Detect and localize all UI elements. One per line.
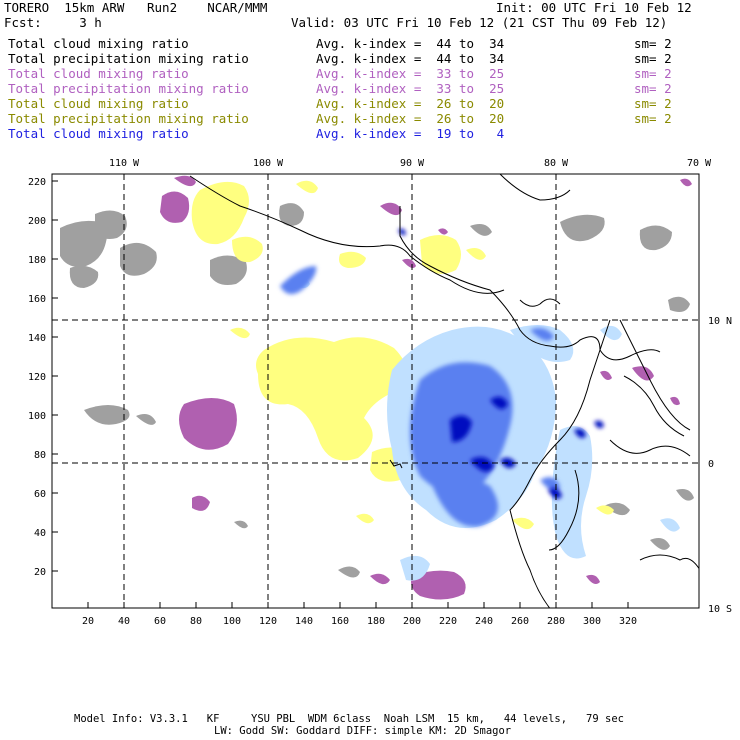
lon-label-110w: 110 W [109,158,140,169]
coastlines [189,174,699,608]
legend-kindex-3: Avg. k-index = 33 to 25 [316,66,505,81]
forecast-hour: Fcst: 3 h [4,15,102,30]
y-tick-160: 160 [28,294,46,305]
bottom-axis: 20 40 60 80 100 120 140 160 180 200 220 … [82,602,637,627]
legend-sm-1: sm= 2 [634,36,672,51]
lon-label-70w: 70 W [687,158,712,169]
x-tick-60: 60 [154,616,166,627]
lon-label-100w: 100 W [253,158,284,169]
legend-field-4: Total precipitation mixing ratio [8,81,249,96]
purple-cloud-areas [160,175,692,600]
legend-field-3: Total cloud mixing ratio [8,66,189,81]
legend-field-5: Total cloud mixing ratio [8,96,189,111]
gray-cloud-areas [60,203,694,578]
legend-sm-6: sm= 2 [634,111,672,126]
init-time: Init: 00 UTC Fri 10 Feb 12 [496,0,692,15]
x-tick-160: 160 [331,616,349,627]
latlon-grid [52,174,699,608]
legend-kindex-2: Avg. k-index = 44 to 34 [316,51,505,66]
model-info-line1: Model Info: V3.3.1 KF YSU PBL WDM 6class… [74,713,624,725]
legend-field-1: Total cloud mixing ratio [8,36,189,51]
lon-label-80w: 80 W [544,158,569,169]
x-tick-140: 140 [295,616,313,627]
y-tick-20: 20 [34,567,46,578]
legend-kindex-4: Avg. k-index = 33 to 25 [316,81,505,96]
legend-kindex-5: Avg. k-index = 26 to 20 [316,96,505,111]
y-tick-60: 60 [34,489,46,500]
y-tick-180: 180 [28,255,46,266]
map-fields [60,174,699,608]
legend-kindex-7: Avg. k-index = 19 to 4 [316,126,505,141]
x-tick-200: 200 [403,616,421,627]
x-tick-100: 100 [223,616,241,627]
legend-sm-3: sm= 2 [634,66,672,81]
y-tick-200: 200 [28,216,46,227]
legend-field-2: Total precipitation mixing ratio [8,51,249,66]
valid-time: Valid: 03 UTC Fri 10 Feb 12 (21 CST Thu … [291,15,668,30]
y-tick-120: 120 [28,372,46,383]
x-tick-40: 40 [118,616,130,627]
legend-sm-5: sm= 2 [634,96,672,111]
legend-sm-2: sm= 2 [634,51,672,66]
y-tick-140: 140 [28,333,46,344]
x-tick-280: 280 [547,616,565,627]
legend-field-6: Total precipitation mixing ratio [8,111,249,126]
lat-label-0: 0 [708,459,714,470]
yellow-cloud-areas [191,180,614,547]
lat-label-10s: 10 S [708,604,732,615]
x-tick-80: 80 [190,616,202,627]
top-lon-labels: 110 W 100 W 90 W 80 W 70 W [109,158,712,169]
lon-label-90w: 90 W [400,158,425,169]
run-title: TORERO 15km ARW Run2 NCAR/MMM [4,0,268,15]
x-tick-20: 20 [82,616,94,627]
legend-sm-4: sm= 2 [634,81,672,96]
legend-field-7: Total cloud mixing ratio [8,126,189,141]
y-tick-100: 100 [28,411,46,422]
x-tick-180: 180 [367,616,385,627]
x-tick-220: 220 [439,616,457,627]
legend-kindex-1: Avg. k-index = 44 to 34 [316,36,505,51]
x-tick-300: 300 [583,616,601,627]
lat-label-10n: 10 N [708,316,732,327]
left-axis: 220 200 180 160 140 120 100 80 60 40 20 [28,177,58,578]
legend-kindex-6: Avg. k-index = 26 to 20 [316,111,505,126]
model-info-line2: LW: Godd SW: Goddard DIFF: simple KM: 2D… [214,725,512,737]
y-tick-40: 40 [34,528,46,539]
y-tick-80: 80 [34,450,46,461]
y-tick-220: 220 [28,177,46,188]
x-tick-240: 240 [475,616,493,627]
x-tick-260: 260 [511,616,529,627]
right-lat-labels: 10 N 0 10 S [708,316,732,615]
x-tick-120: 120 [259,616,277,627]
x-tick-320: 320 [619,616,637,627]
